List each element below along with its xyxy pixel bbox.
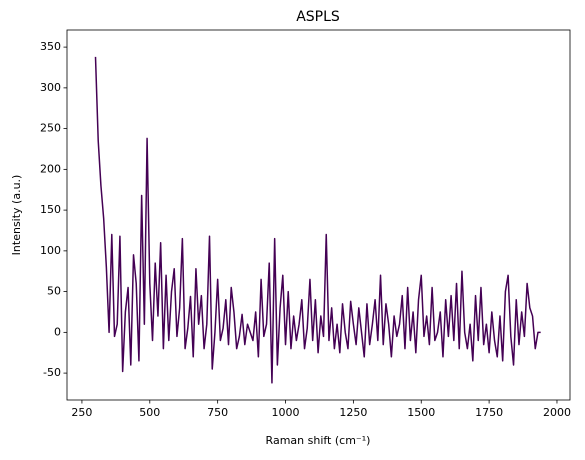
x-tick-label: 1750 bbox=[475, 406, 503, 419]
x-tick-label: 750 bbox=[207, 406, 228, 419]
x-tick-label: 2000 bbox=[543, 406, 571, 419]
y-tick-label: 150 bbox=[40, 203, 61, 216]
x-tick-label: 500 bbox=[139, 406, 160, 419]
y-axis-label: Intensity (a.u.) bbox=[10, 175, 23, 256]
y-tick-label: 100 bbox=[40, 244, 61, 257]
x-axis-label: Raman shift (cm⁻¹) bbox=[266, 434, 371, 447]
y-tick-label: 350 bbox=[40, 40, 61, 53]
y-tick-label: 200 bbox=[40, 162, 61, 175]
y-tick-label: 0 bbox=[54, 325, 61, 338]
y-tick-label: 50 bbox=[47, 285, 61, 298]
x-tick-label: 250 bbox=[71, 406, 92, 419]
plot-frame bbox=[66, 29, 571, 401]
data-line bbox=[94, 56, 541, 384]
y-tick-label: 250 bbox=[40, 122, 61, 135]
chart-title: ASPLS bbox=[296, 9, 340, 25]
x-tick-label: 1000 bbox=[272, 406, 300, 419]
y-tick-label: 300 bbox=[40, 81, 61, 94]
x-tick-label: 1250 bbox=[339, 406, 367, 419]
y-tick-label: -50 bbox=[43, 366, 61, 379]
x-tick-label: 1500 bbox=[407, 406, 435, 419]
